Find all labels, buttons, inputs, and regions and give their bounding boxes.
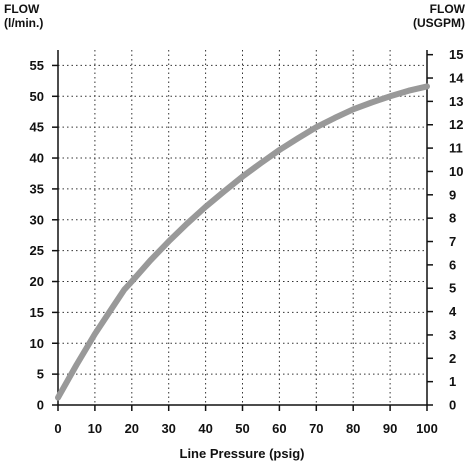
right-tick-label-11: 11	[449, 141, 463, 156]
left-tick-label-50: 50	[30, 89, 44, 104]
left-tick-label-25: 25	[30, 243, 44, 258]
left-axis-title: FLOW (l/min.)	[4, 2, 43, 30]
x-tick-label-20: 20	[125, 421, 139, 436]
right-tick-label-13: 13	[449, 94, 463, 109]
left-tick-label-20: 20	[30, 274, 44, 289]
left-tick-label-10: 10	[30, 336, 44, 351]
x-tick-label-0: 0	[54, 421, 61, 436]
x-tick-label-50: 50	[235, 421, 249, 436]
right-tick-label-2: 2	[449, 351, 456, 366]
right-tick-label-14: 14	[449, 71, 464, 86]
grid-lines	[58, 50, 427, 405]
left-tick-label-35: 35	[30, 181, 44, 196]
right-axis-title-line1: FLOW	[429, 2, 465, 16]
series-layer	[55, 83, 430, 401]
x-tick-label-30: 30	[161, 421, 175, 436]
right-tick-label-7: 7	[449, 234, 456, 249]
x-tick-label-80: 80	[346, 421, 360, 436]
tick-marks	[52, 53, 433, 411]
tick-labels: 0510152025303540455055012345678910111213…	[30, 47, 465, 436]
left-axis-title-line2: (l/min.)	[4, 16, 44, 30]
right-tick-label-0: 0	[449, 398, 456, 413]
x-axis-title: Line Pressure (psig)	[180, 446, 305, 461]
right-tick-label-4: 4	[449, 304, 457, 319]
x-tick-label-40: 40	[198, 421, 212, 436]
right-tick-label-15: 15	[449, 47, 463, 62]
x-tick-label-100: 100	[416, 421, 438, 436]
x-tick-label-70: 70	[309, 421, 323, 436]
left-tick-label-5: 5	[37, 367, 44, 382]
right-tick-label-9: 9	[449, 187, 456, 202]
right-tick-label-6: 6	[449, 257, 456, 272]
right-tick-label-10: 10	[449, 164, 463, 179]
left-tick-label-40: 40	[30, 151, 44, 166]
right-tick-label-5: 5	[449, 281, 456, 296]
x-tick-label-60: 60	[272, 421, 286, 436]
right-tick-label-12: 12	[449, 117, 463, 132]
left-tick-label-0: 0	[37, 398, 44, 413]
x-tick-label-90: 90	[383, 421, 397, 436]
right-tick-label-1: 1	[449, 374, 456, 389]
left-tick-label-15: 15	[30, 305, 44, 320]
right-tick-label-3: 3	[449, 327, 456, 342]
right-tick-label-8: 8	[449, 211, 456, 226]
x-tick-label-10: 10	[88, 421, 102, 436]
flow-curve-series-0	[55, 83, 430, 401]
right-axis-title: FLOW (USGPM)	[413, 2, 465, 30]
left-tick-label-55: 55	[30, 58, 44, 73]
left-tick-label-45: 45	[30, 120, 44, 135]
left-tick-label-30: 30	[30, 212, 44, 227]
right-axis-title-line2: (USGPM)	[413, 16, 465, 30]
left-axis-title-line1: FLOW	[4, 2, 40, 16]
